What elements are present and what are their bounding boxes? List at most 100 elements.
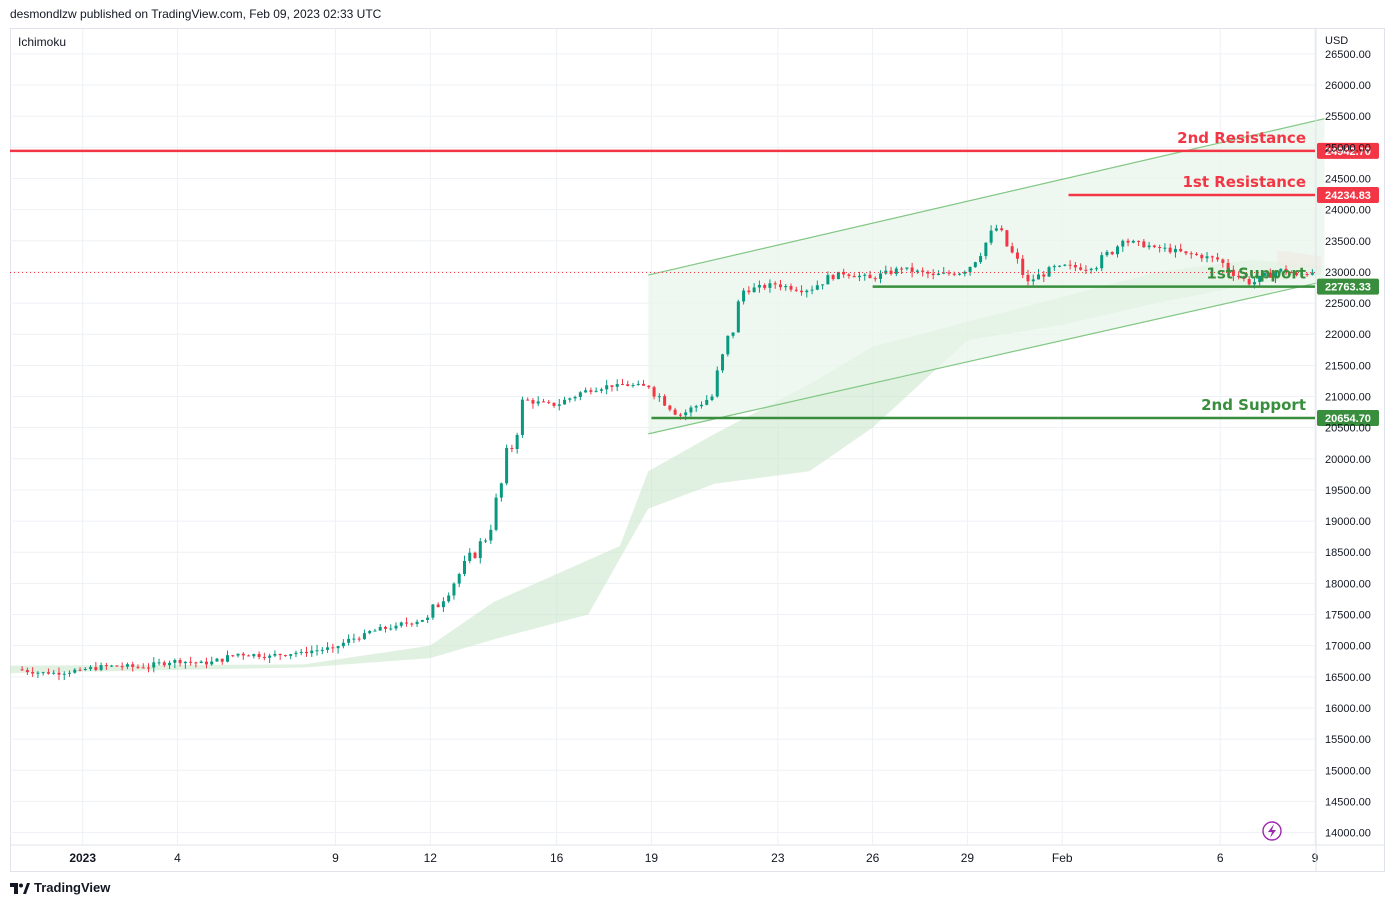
lightning-icon-ring	[1262, 821, 1282, 841]
candle-body	[462, 560, 466, 575]
candle-body	[673, 409, 677, 415]
candle-body	[1179, 248, 1183, 252]
y-tick-label: 18000.00	[1325, 578, 1371, 590]
candle-body	[31, 672, 35, 674]
candle-body	[383, 626, 387, 629]
currency-label: USD	[1325, 35, 1348, 47]
candle-body	[304, 651, 308, 654]
candle-body	[900, 268, 904, 270]
candle-body	[268, 655, 272, 658]
y-tick-label: 26000.00	[1325, 80, 1371, 92]
candle-body	[436, 604, 440, 608]
candle-body	[715, 370, 719, 397]
candle-body	[800, 290, 804, 293]
y-tick-label: 17500.00	[1325, 610, 1371, 622]
candle-body	[636, 383, 640, 385]
candle-body	[257, 654, 261, 657]
candle-body	[215, 658, 219, 662]
candle-body	[125, 664, 129, 667]
price-tag-label: 24234.83	[1325, 190, 1371, 202]
candle-body	[1173, 248, 1177, 253]
candle-body	[752, 287, 756, 293]
candle-body	[705, 399, 709, 405]
candle-body	[131, 664, 135, 667]
candle-body	[394, 625, 398, 629]
publisher-header: desmondlzw published on TradingView.com,…	[10, 7, 382, 21]
channel-fill	[648, 118, 1325, 434]
candle-body	[805, 290, 809, 293]
candle-body	[336, 646, 340, 649]
candle-body	[83, 669, 87, 671]
footer-brand: TradingView	[34, 880, 111, 895]
candle-body	[1295, 273, 1299, 276]
candle-body	[331, 647, 335, 649]
candle-body	[273, 653, 277, 656]
candle-body	[236, 653, 240, 656]
candle-body	[984, 242, 988, 257]
y-tick-label: 14000.00	[1325, 828, 1371, 840]
candle-body	[1168, 247, 1172, 253]
candle-body	[1142, 241, 1146, 248]
candle-body	[415, 621, 419, 625]
candle-body	[1305, 273, 1309, 275]
candle-body	[499, 483, 503, 498]
candle-body	[478, 541, 482, 559]
candle-body	[842, 271, 846, 275]
candle-body	[1037, 274, 1041, 280]
candle-body	[320, 649, 324, 651]
candle-body	[231, 655, 235, 657]
candle-body	[757, 285, 761, 288]
candle-body	[1252, 282, 1256, 285]
candle-body	[989, 230, 993, 243]
y-tick-label: 17000.00	[1325, 641, 1371, 653]
candle-body	[1237, 275, 1241, 278]
price-tag	[1317, 187, 1379, 204]
candle-body	[299, 651, 303, 653]
candle-body	[568, 398, 572, 400]
candle-body	[341, 642, 345, 647]
candle-body	[563, 399, 567, 405]
axes: 14000.00 14500.00 15000.00 15500.00 16000.00…	[10, 29, 1385, 871]
candle-body	[405, 622, 409, 624]
candle-body	[1268, 272, 1272, 278]
candle-body	[373, 630, 377, 632]
candle-body	[494, 497, 498, 530]
candle-body	[136, 666, 140, 668]
candle-body	[873, 278, 877, 280]
channel-upper-line	[648, 118, 1325, 276]
candle-body	[668, 405, 672, 410]
indicator-label: Ichimoku	[18, 35, 67, 49]
candle-body	[426, 617, 430, 620]
candle-body	[110, 665, 114, 667]
candle-body	[289, 654, 293, 656]
candle-body	[410, 623, 414, 625]
candle-body	[1073, 265, 1077, 268]
candle-body	[1121, 240, 1125, 247]
candle-body	[936, 273, 940, 276]
price-tag-label: 24942.70	[1325, 146, 1371, 158]
candle-body	[1247, 279, 1251, 285]
candle-body	[547, 401, 551, 403]
candles	[20, 224, 1314, 681]
misc	[1262, 821, 1282, 841]
candle-body	[573, 396, 577, 399]
candle-body	[310, 650, 314, 654]
candle-body	[183, 661, 187, 664]
candle-body	[557, 404, 561, 406]
candle-body	[1031, 279, 1035, 282]
y-tick-label: 21000.00	[1325, 392, 1371, 404]
candle-body	[468, 552, 472, 561]
trend-channel	[648, 118, 1325, 435]
candle-body	[810, 289, 814, 291]
candle-body	[973, 262, 977, 268]
candle-body	[726, 335, 730, 355]
candle-body	[605, 385, 609, 390]
candle-body	[552, 402, 556, 406]
candle-body	[931, 273, 935, 276]
candle-body	[247, 655, 251, 657]
candle-body	[1089, 268, 1093, 271]
candle-body	[794, 289, 798, 291]
candle-body	[420, 619, 424, 622]
candle-body	[326, 647, 330, 650]
